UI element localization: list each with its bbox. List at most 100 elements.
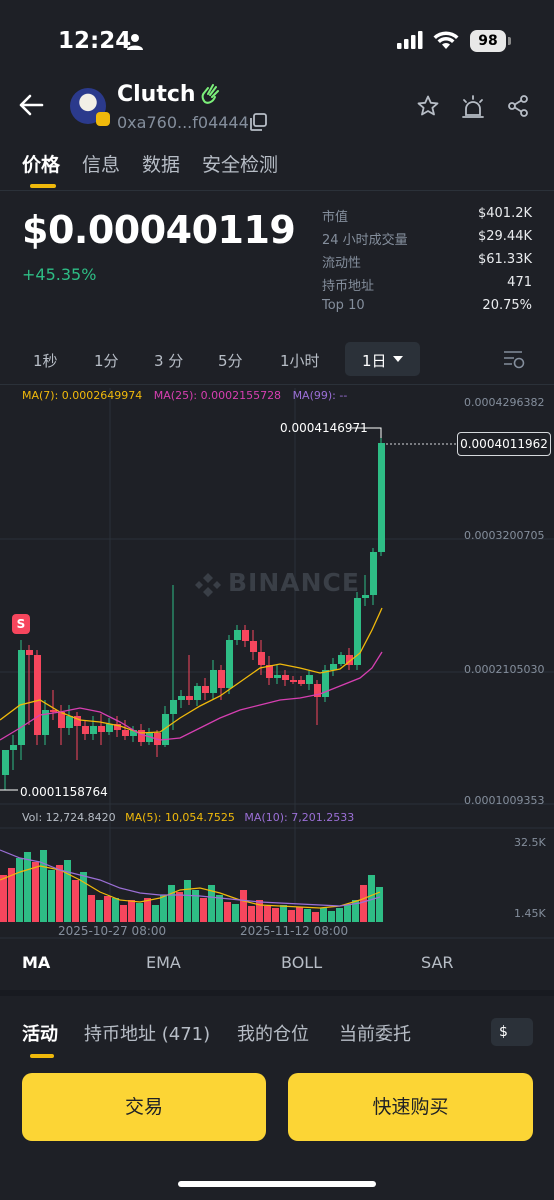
candle-body (362, 595, 369, 598)
candle-body (234, 630, 241, 640)
candle-body (2, 750, 9, 775)
star-icon[interactable] (416, 94, 440, 118)
back-arrow-icon[interactable] (18, 92, 44, 118)
candle-body (250, 641, 257, 652)
indicator-ema[interactable]: EMA (146, 953, 181, 972)
tab-my-positions[interactable]: 我的仓位 (237, 1024, 309, 1045)
battery-indicator: 98 (470, 30, 506, 52)
candle-body (178, 696, 185, 700)
candle-body (330, 664, 337, 670)
interval-1h[interactable]: 1小时 (280, 352, 320, 370)
token-name: Clutch (117, 82, 196, 107)
tab-info[interactable]: 信息 (82, 154, 121, 176)
indicator-boll[interactable]: BOLL (281, 953, 323, 972)
candle-body (74, 716, 81, 726)
interval-selector: 1秒 1分 3 分 5分 1小时 (0, 342, 554, 378)
volume-bar (328, 911, 335, 922)
high-price-label: 0.0004146971 (280, 421, 368, 435)
home-indicator (178, 1181, 376, 1187)
tab-data[interactable]: 数据 (142, 154, 181, 176)
indicator-ma[interactable]: MA (22, 953, 51, 972)
detail-tabs: 价格 信息 数据 安全检测 (22, 150, 300, 177)
active-tab-indicator (30, 184, 56, 188)
volume-bar (96, 900, 103, 922)
indicator-sar[interactable]: SAR (421, 953, 454, 972)
sell-marker[interactable]: S (12, 614, 30, 634)
high-pointer (352, 427, 382, 438)
stats-panel: 市值 $401.2K 24 小时成交量 $29.44K 流动性 $61.33K 持币地… (322, 206, 532, 321)
low-price-label: 0.0001158764 (20, 785, 108, 799)
volume-bar (216, 895, 223, 922)
candlestick-chart[interactable] (0, 384, 554, 939)
chart-settings-icon[interactable] (502, 348, 526, 370)
stat-volume-24h: 24 小时成交量 $29.44K (322, 229, 532, 248)
alert-bell-icon[interactable] (460, 94, 486, 120)
candle-body (242, 630, 249, 641)
volume-bar (240, 890, 247, 922)
volume-bar (296, 907, 303, 922)
candle-body (202, 686, 209, 693)
interval-3m[interactable]: 3 分 (154, 352, 184, 370)
ma99-legend: MA(99): -- (292, 389, 348, 402)
volume-bar (184, 880, 191, 922)
currency-selector[interactable]: $ (491, 1018, 533, 1046)
current-price: $0.00040119 (22, 208, 296, 252)
tab-holders[interactable]: 持币地址 (471) (84, 1024, 211, 1045)
volume-bar (160, 895, 167, 922)
volume-legend: Vol: 12,724.8420 MA(5): 10,054.7525 MA(1… (22, 811, 354, 824)
active-tab-indicator (30, 1054, 54, 1058)
divider (0, 190, 554, 191)
volume-bar (176, 892, 183, 922)
candle-body (42, 710, 49, 735)
y-axis-label: 0.0004296382 (464, 396, 545, 409)
date-label: 2025-11-12 08:00 (240, 924, 349, 938)
candle-body (370, 552, 377, 595)
volume-bar (112, 898, 119, 922)
ma-legend: MA(7): 0.0002649974 MA(25): 0.0002155728… (22, 389, 347, 402)
candle-body (186, 696, 193, 700)
share-icon[interactable] (506, 94, 530, 118)
tab-security[interactable]: 安全检测 (202, 154, 279, 176)
y-axis-label: 0.0001009353 (464, 794, 545, 807)
tab-price[interactable]: 价格 (22, 154, 61, 176)
volume-bar (24, 852, 31, 922)
volume-bar (72, 880, 79, 922)
signal-icon (397, 31, 423, 49)
volume-bar (136, 903, 143, 922)
candle-body (106, 724, 113, 732)
volume-bar (8, 868, 15, 922)
candle-body (210, 670, 217, 693)
y-axis-label: 0.0003200705 (464, 529, 545, 542)
interval-1d-dropdown[interactable]: 1日 (345, 342, 420, 376)
quick-buy-button[interactable]: 快速购买 (288, 1073, 533, 1141)
binance-watermark: BINANCE (228, 568, 360, 597)
interval-1m[interactable]: 1分 (94, 352, 119, 370)
candle-body (274, 675, 281, 678)
candle-body (58, 712, 65, 728)
interval-1s[interactable]: 1秒 (33, 352, 58, 370)
volume-bar (48, 870, 55, 922)
ma7-line (0, 607, 383, 734)
hand-wave-icon (201, 84, 219, 104)
vol-ma10-line (0, 849, 381, 907)
candle-body (218, 670, 225, 688)
volume-bar (248, 906, 255, 922)
volume-bar (232, 904, 239, 922)
candle-body (10, 745, 17, 750)
tab-activity[interactable]: 活动 (22, 1024, 58, 1045)
tab-open-orders[interactable]: 当前委托 (339, 1024, 411, 1045)
candle-body (354, 598, 361, 665)
interval-5m[interactable]: 5分 (218, 352, 243, 370)
trade-button[interactable]: 交易 (22, 1073, 266, 1141)
copy-icon[interactable] (248, 112, 268, 132)
volume-bar (152, 905, 159, 922)
candle-body (298, 680, 305, 684)
volume-bar (352, 900, 359, 922)
battery-tip (508, 37, 511, 45)
candle-body (18, 650, 25, 745)
candle-body (226, 640, 233, 688)
candle-body (338, 655, 345, 664)
volume-bar (128, 900, 135, 922)
y-axis-label: 0.0002105030 (464, 663, 545, 676)
ma25-legend: MA(25): 0.0002155728 (153, 389, 282, 402)
